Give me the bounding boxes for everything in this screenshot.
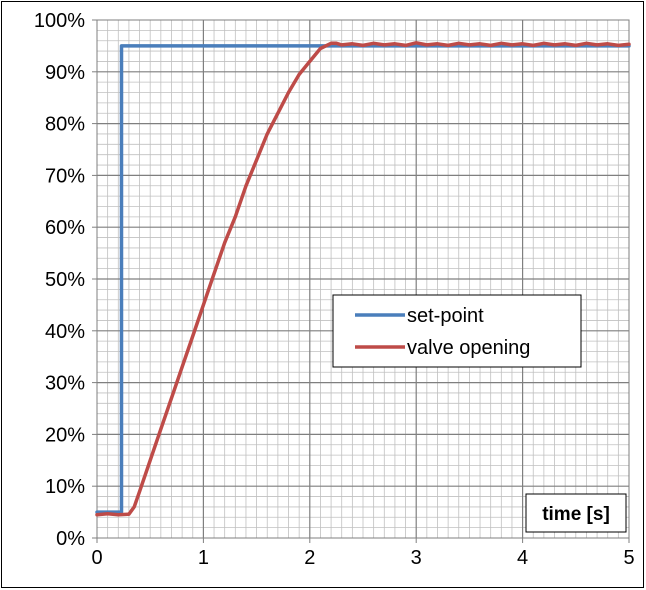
y-tick-label: 80% <box>45 114 85 136</box>
x-tick-label: 4 <box>517 547 528 569</box>
y-tick-label: 100% <box>34 10 85 32</box>
legend-label: valve opening <box>407 337 530 359</box>
series-line-valve-opening <box>95 41 631 517</box>
major-grid <box>97 20 629 538</box>
series-layer <box>95 41 631 517</box>
x-tick-label: 2 <box>304 547 315 569</box>
legend-label: set-point <box>407 305 484 327</box>
x-axis-label: time [s] <box>542 504 610 525</box>
x-axis: 0 1 2 3 4 5 <box>91 538 635 569</box>
y-tick-label: 60% <box>45 217 85 239</box>
y-tick-label: 30% <box>45 373 85 395</box>
x-tick-label: 0 <box>91 547 102 569</box>
x-tick-label: 1 <box>198 547 209 569</box>
y-tick-label: 90% <box>45 62 85 84</box>
y-tick-label: 40% <box>45 321 85 343</box>
x-axis-label-box: time [s] <box>525 493 627 533</box>
y-tick-label: 70% <box>45 165 85 187</box>
x-tick-label: 5 <box>623 547 634 569</box>
y-tick-label: 10% <box>45 476 85 498</box>
legend: set-point valve opening <box>332 294 582 368</box>
y-axis: 0% 10% 20% 30% 40% 50% 60% 70% 80% 90% 100% <box>34 10 97 550</box>
x-tick-label: 3 <box>411 547 422 569</box>
y-tick-label: 50% <box>45 269 85 291</box>
y-tick-label: 20% <box>45 424 85 446</box>
y-tick-label: 0% <box>56 528 85 550</box>
